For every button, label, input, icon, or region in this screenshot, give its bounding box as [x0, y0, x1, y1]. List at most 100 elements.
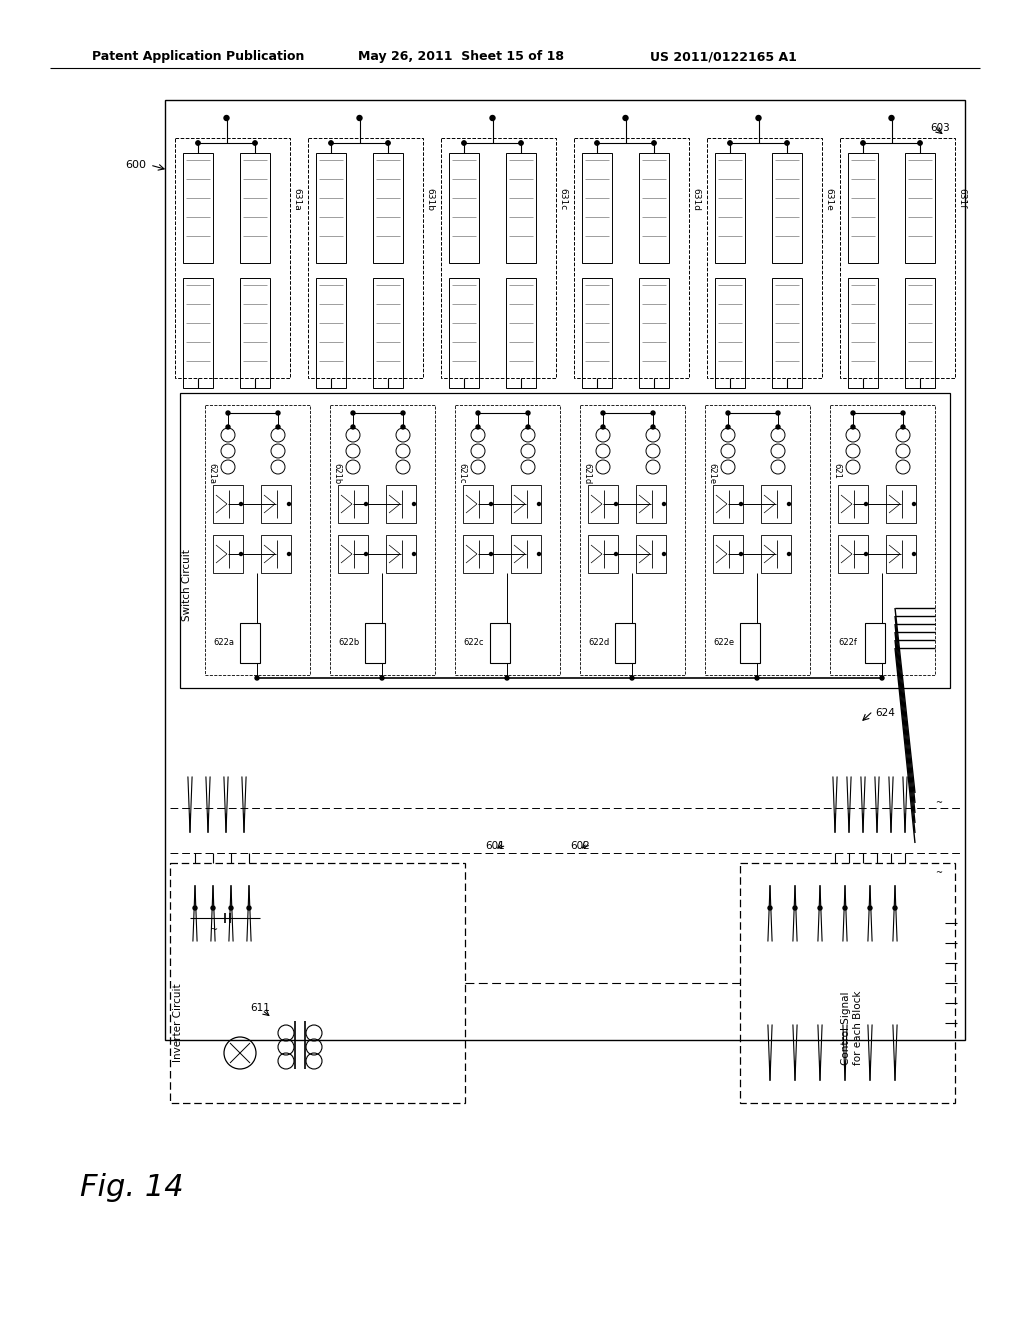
Bar	[165, 100, 965, 1040]
Circle shape	[413, 503, 416, 506]
Circle shape	[462, 141, 466, 145]
Circle shape	[756, 116, 761, 120]
Circle shape	[912, 553, 915, 556]
Circle shape	[519, 141, 523, 145]
Text: 622e: 622e	[713, 638, 734, 647]
Circle shape	[288, 503, 291, 506]
Bar	[205, 405, 310, 675]
Circle shape	[623, 116, 628, 120]
Circle shape	[226, 425, 230, 429]
Circle shape	[255, 676, 259, 680]
Bar	[261, 535, 291, 573]
Bar	[386, 535, 416, 573]
Circle shape	[787, 503, 791, 506]
Circle shape	[889, 116, 894, 120]
Bar	[506, 153, 536, 263]
Circle shape	[519, 141, 523, 145]
Circle shape	[776, 425, 780, 429]
Circle shape	[918, 141, 922, 145]
Text: Switch Circuit: Switch Circuit	[182, 549, 193, 620]
Circle shape	[329, 141, 333, 145]
Circle shape	[240, 503, 243, 506]
Circle shape	[276, 411, 280, 414]
Bar	[830, 405, 935, 675]
Circle shape	[785, 141, 790, 145]
Bar	[316, 279, 346, 388]
Bar	[582, 153, 612, 263]
Circle shape	[211, 906, 215, 909]
Circle shape	[776, 411, 780, 414]
Circle shape	[357, 116, 362, 120]
Bar	[261, 484, 291, 523]
Circle shape	[351, 411, 355, 414]
Bar	[338, 484, 368, 523]
Circle shape	[726, 425, 730, 429]
Text: 621e: 621e	[707, 463, 716, 484]
Circle shape	[386, 141, 390, 145]
Bar	[740, 623, 760, 663]
Circle shape	[462, 141, 466, 145]
Bar	[636, 484, 666, 523]
Text: May 26, 2011  Sheet 15 of 18: May 26, 2011 Sheet 15 of 18	[358, 50, 564, 63]
Bar	[213, 535, 243, 573]
Bar	[183, 279, 213, 388]
Bar	[715, 153, 745, 263]
Bar	[761, 484, 791, 523]
Bar	[463, 484, 493, 523]
Text: 631a: 631a	[292, 187, 301, 211]
Bar	[316, 153, 346, 263]
Bar	[772, 279, 802, 388]
Bar	[449, 279, 479, 388]
Bar	[455, 405, 560, 675]
Circle shape	[489, 503, 493, 506]
Circle shape	[768, 906, 772, 909]
Circle shape	[851, 425, 855, 429]
Bar	[588, 535, 618, 573]
Circle shape	[240, 553, 243, 556]
Bar	[715, 279, 745, 388]
Circle shape	[728, 141, 732, 145]
Circle shape	[851, 411, 855, 414]
Circle shape	[193, 906, 197, 909]
Bar	[636, 535, 666, 573]
Bar	[240, 153, 270, 263]
Circle shape	[601, 425, 605, 429]
Circle shape	[253, 141, 257, 145]
Circle shape	[739, 503, 742, 506]
Circle shape	[365, 503, 368, 506]
Bar	[506, 279, 536, 388]
Bar	[511, 535, 541, 573]
Circle shape	[663, 503, 666, 506]
Bar	[463, 535, 493, 573]
Circle shape	[652, 141, 656, 145]
Bar	[761, 535, 791, 573]
Bar	[905, 279, 935, 388]
Text: ~: ~	[210, 925, 218, 935]
Bar	[330, 405, 435, 675]
Circle shape	[787, 553, 791, 556]
Bar	[705, 405, 810, 675]
Circle shape	[651, 425, 655, 429]
Bar	[449, 153, 479, 263]
Circle shape	[253, 141, 257, 145]
Text: Patent Application Publication: Patent Application Publication	[92, 50, 304, 63]
Bar	[308, 139, 423, 378]
Circle shape	[739, 553, 742, 556]
Bar	[713, 535, 743, 573]
Text: 624: 624	[874, 708, 895, 718]
Text: 622c: 622c	[463, 638, 483, 647]
Circle shape	[818, 906, 822, 909]
Circle shape	[861, 141, 865, 145]
Circle shape	[861, 141, 865, 145]
Bar	[175, 139, 290, 378]
Circle shape	[401, 411, 406, 414]
Text: 621: 621	[831, 463, 841, 479]
Bar	[511, 484, 541, 523]
Bar	[639, 153, 669, 263]
Circle shape	[401, 425, 406, 429]
Bar	[365, 623, 385, 663]
Circle shape	[651, 411, 655, 414]
Text: Inverter Circuit: Inverter Circuit	[173, 983, 183, 1063]
Bar	[905, 153, 935, 263]
Circle shape	[595, 141, 599, 145]
